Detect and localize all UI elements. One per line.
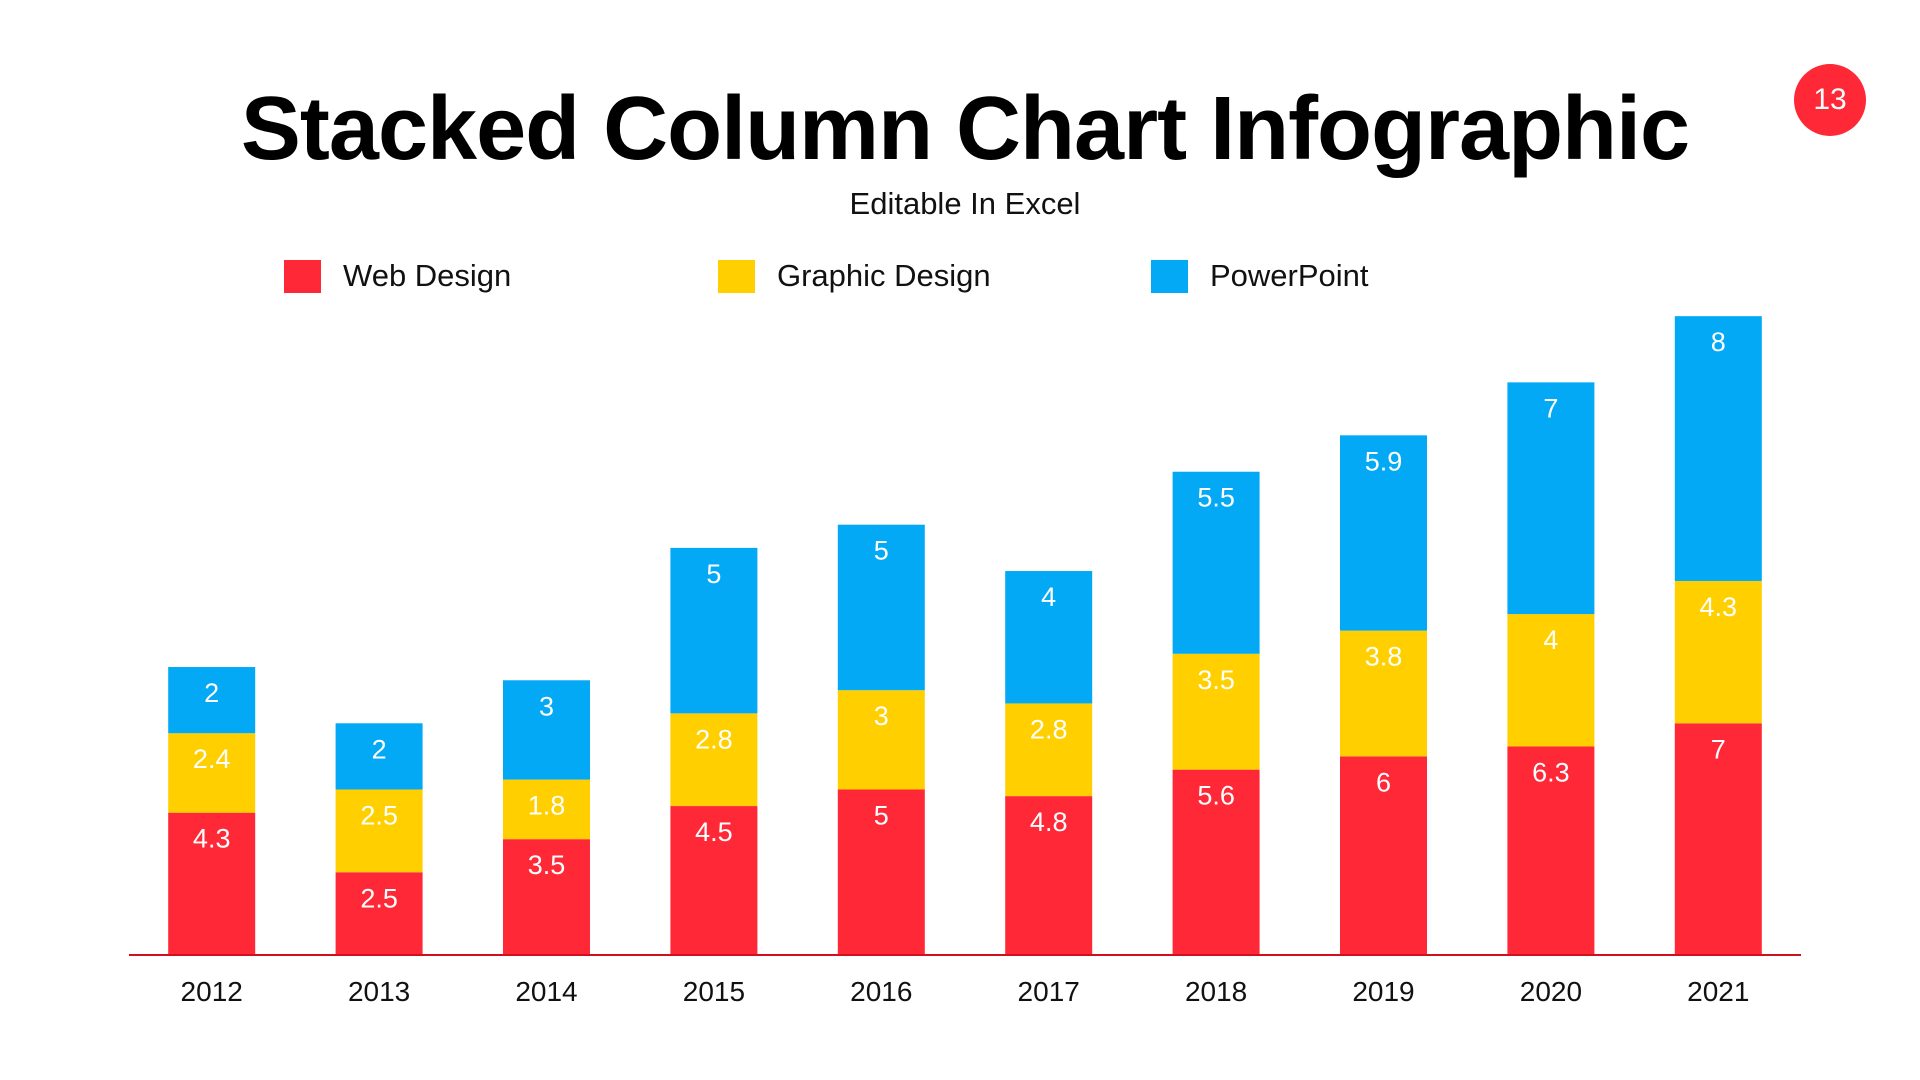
chart-title: Stacked Column Chart Infographic xyxy=(240,79,1690,179)
bar-segment-web-design xyxy=(1172,769,1260,955)
x-tick-label: 2016 xyxy=(850,976,912,1007)
bar-segment-graphic-design xyxy=(837,690,925,790)
data-label: 2.8 xyxy=(695,724,733,754)
data-label: 1.8 xyxy=(528,791,566,821)
data-label: 3 xyxy=(539,691,554,721)
bar-segment-powerpoint xyxy=(1674,316,1762,581)
bar-segment-graphic-design xyxy=(503,779,590,840)
data-label: 7 xyxy=(1543,393,1558,423)
bar-segment-web-design xyxy=(1674,723,1762,955)
bar-segment-web-design xyxy=(168,812,256,955)
bar-segment-powerpoint xyxy=(837,524,925,691)
data-label: 5 xyxy=(874,801,889,831)
bar-segment-powerpoint xyxy=(1340,435,1427,631)
x-tick-label: 2015 xyxy=(683,976,745,1007)
data-label: 2.5 xyxy=(360,883,398,913)
bar-segment-graphic-design xyxy=(1172,653,1260,770)
data-label: 5.9 xyxy=(1365,446,1403,476)
bar-segment-powerpoint xyxy=(503,680,590,780)
data-label: 5 xyxy=(706,559,721,589)
data-label: 2 xyxy=(204,678,219,708)
data-label: 3 xyxy=(874,701,889,731)
bar-segment-graphic-design xyxy=(670,713,758,807)
bar-segment-graphic-design xyxy=(1674,580,1762,724)
bar-segment-powerpoint xyxy=(335,723,423,790)
data-label: 8 xyxy=(1711,327,1726,357)
page-number-badge: 13 xyxy=(1794,64,1866,136)
bar-segment-graphic-design xyxy=(335,789,423,873)
legend-swatch xyxy=(1151,259,1188,293)
data-label: 5.5 xyxy=(1197,483,1235,513)
bar-segment-powerpoint xyxy=(1005,571,1093,704)
data-label: 4.3 xyxy=(193,824,231,854)
legend-web-design: Web Design xyxy=(284,258,511,294)
legend-swatch xyxy=(284,259,321,293)
legend-label: Web Design xyxy=(343,258,512,293)
data-label: 2.5 xyxy=(360,801,398,831)
data-label: 2.8 xyxy=(1030,714,1068,744)
bar-segment-graphic-design xyxy=(1507,614,1595,747)
x-tick-label: 2012 xyxy=(181,976,243,1007)
data-label: 2.4 xyxy=(193,744,231,774)
data-label: 5 xyxy=(874,536,889,566)
legend-label: Graphic Design xyxy=(777,258,991,293)
bar-segment-graphic-design xyxy=(168,733,256,813)
bar-segment-web-design xyxy=(1005,796,1093,955)
chart-subtitle: Editable In Excel xyxy=(849,186,1081,221)
bar-segment-web-design xyxy=(670,806,758,955)
x-tick-label: 2014 xyxy=(515,976,577,1007)
bar-segment-web-design xyxy=(335,872,423,955)
data-label: 5.6 xyxy=(1197,781,1235,811)
data-label: 3.5 xyxy=(1197,665,1235,695)
data-label: 4.8 xyxy=(1030,807,1068,837)
data-label: 6.3 xyxy=(1532,757,1570,787)
data-label: 3.8 xyxy=(1365,642,1403,672)
x-tick-label: 2021 xyxy=(1687,976,1749,1007)
data-label: 4.3 xyxy=(1700,592,1738,622)
bar-segment-web-design xyxy=(837,789,925,955)
bar-segment-powerpoint xyxy=(1507,382,1595,615)
x-tick-label: 2013 xyxy=(348,976,410,1007)
x-tick-label: 2018 xyxy=(1185,976,1247,1007)
data-label: 4 xyxy=(1543,625,1558,655)
data-label: 4 xyxy=(1041,582,1056,612)
legend-label: PowerPoint xyxy=(1210,258,1369,293)
legend-powerpoint: PowerPoint xyxy=(1151,258,1369,294)
bar-segment-powerpoint xyxy=(670,547,758,714)
legend-swatch xyxy=(718,259,755,293)
legend-graphic-design: Graphic Design xyxy=(718,258,991,294)
x-tick-label: 2020 xyxy=(1520,976,1582,1007)
x-tick-label: 2019 xyxy=(1352,976,1414,1007)
bar-segment-powerpoint xyxy=(168,667,256,734)
bar-segment-web-design xyxy=(503,839,590,955)
bar-segment-graphic-design xyxy=(1005,703,1093,797)
bar-segment-web-design xyxy=(1340,756,1427,955)
x-tick-label: 2017 xyxy=(1018,976,1080,1007)
data-label: 6 xyxy=(1376,767,1391,797)
data-label: 4.5 xyxy=(695,817,733,847)
bar-segment-powerpoint xyxy=(1172,471,1260,654)
data-label: 7 xyxy=(1711,734,1726,764)
data-label: 3.5 xyxy=(528,850,566,880)
data-label: 2 xyxy=(372,734,387,764)
bar-segment-graphic-design xyxy=(1340,630,1427,757)
bar-segment-web-design xyxy=(1507,746,1595,955)
